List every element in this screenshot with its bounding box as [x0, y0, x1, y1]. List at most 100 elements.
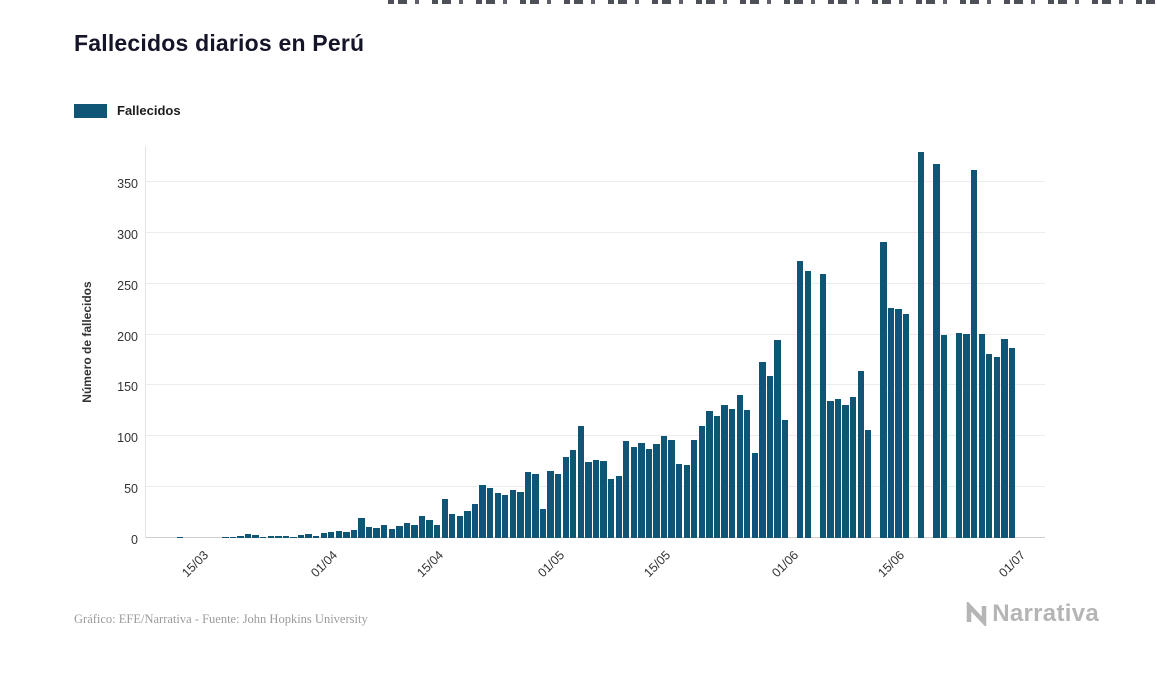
bar — [918, 151, 925, 538]
brand-name: Narrativa — [992, 600, 1099, 627]
bar — [857, 371, 864, 538]
bar — [282, 535, 290, 538]
plot-area: 0 50 100 150 200 250 300 350 15/03 01/04 15/04 01/0… — [117, 146, 1045, 580]
bar — [751, 452, 758, 538]
bar — [728, 408, 736, 538]
bar — [902, 314, 910, 538]
y-tick-label: 300 — [117, 227, 138, 242]
bar — [645, 448, 653, 538]
legend-label: Fallecidos — [117, 103, 181, 118]
bar — [479, 485, 486, 538]
bar — [577, 426, 585, 538]
x-tick-label: 01/07 — [996, 548, 1029, 581]
x-tick-label: 01/05 — [535, 548, 568, 581]
bar — [350, 529, 358, 538]
bar — [842, 404, 849, 538]
bar — [456, 515, 464, 538]
y-tick-label: 200 — [117, 329, 138, 344]
bar — [781, 420, 789, 538]
x-tick-label: 15/06 — [875, 548, 908, 581]
bar — [940, 334, 948, 538]
bar — [963, 333, 970, 538]
bar — [252, 534, 259, 538]
bar — [176, 536, 184, 538]
bar — [676, 463, 683, 538]
bar — [396, 525, 403, 538]
bar — [570, 449, 577, 538]
bar — [683, 464, 690, 538]
gridline — [146, 282, 1045, 284]
bar — [555, 473, 562, 538]
bar — [849, 396, 857, 538]
bar — [759, 362, 766, 538]
bar — [547, 470, 554, 538]
bar — [638, 443, 645, 538]
bar — [766, 376, 774, 538]
bar — [827, 400, 834, 538]
bar — [358, 517, 365, 538]
bar — [562, 456, 569, 538]
brand-logo: Narrativa — [965, 600, 1099, 628]
y-tick-label: 100 — [117, 431, 138, 446]
bar — [880, 242, 887, 538]
bar — [486, 488, 494, 538]
bar — [668, 440, 675, 538]
cropped-content-artifact — [388, 0, 1157, 4]
bar — [449, 513, 456, 538]
bar — [797, 261, 804, 538]
source-credit: Gráfico: EFE/Narrativa - Fuente: John Ho… — [74, 612, 368, 626]
bar — [1008, 347, 1016, 538]
bar — [222, 536, 229, 538]
gridline — [146, 333, 1045, 335]
bar — [411, 524, 418, 538]
bar — [297, 534, 305, 538]
bar — [343, 531, 350, 538]
y-tick-label: 350 — [117, 177, 138, 191]
bar — [615, 475, 622, 538]
bar — [600, 460, 607, 538]
gridline — [146, 231, 1045, 233]
bar — [229, 536, 237, 538]
x-tick-label: 01/04 — [308, 548, 341, 581]
bar — [328, 531, 335, 538]
x-tick-label: 01/06 — [769, 548, 802, 581]
y-tick-label: 50 — [124, 482, 138, 497]
bar — [335, 530, 343, 538]
bar — [887, 308, 895, 538]
bar — [312, 535, 320, 538]
bar — [970, 169, 978, 538]
bar — [834, 398, 842, 538]
bar — [267, 535, 274, 538]
bar — [691, 440, 698, 538]
bar — [804, 270, 811, 538]
bar — [736, 394, 743, 538]
bar — [237, 535, 244, 538]
bar — [305, 533, 312, 538]
x-tick-label: 15/03 — [179, 548, 212, 581]
bar — [585, 461, 592, 538]
gridline — [146, 181, 1045, 182]
y-tick-label: 250 — [117, 278, 138, 293]
bar — [986, 353, 993, 538]
bar — [819, 273, 827, 538]
chart-title: Fallecidos diarios en Perú — [74, 30, 365, 56]
bar — [623, 441, 630, 538]
bar — [494, 493, 501, 538]
bar — [539, 508, 547, 538]
gridline — [146, 384, 1045, 386]
bar — [388, 528, 395, 538]
bar — [275, 535, 282, 538]
bar — [993, 356, 1001, 538]
bar — [365, 526, 373, 538]
bar — [260, 536, 267, 538]
bar — [978, 333, 985, 538]
bar — [607, 479, 615, 538]
bar — [865, 430, 872, 538]
y-tick-label: 0 — [131, 533, 138, 547]
legend-swatch — [74, 103, 107, 118]
legend: Fallecidos — [74, 103, 181, 118]
bar — [1001, 338, 1008, 538]
bar — [471, 504, 479, 538]
bar — [744, 409, 751, 538]
